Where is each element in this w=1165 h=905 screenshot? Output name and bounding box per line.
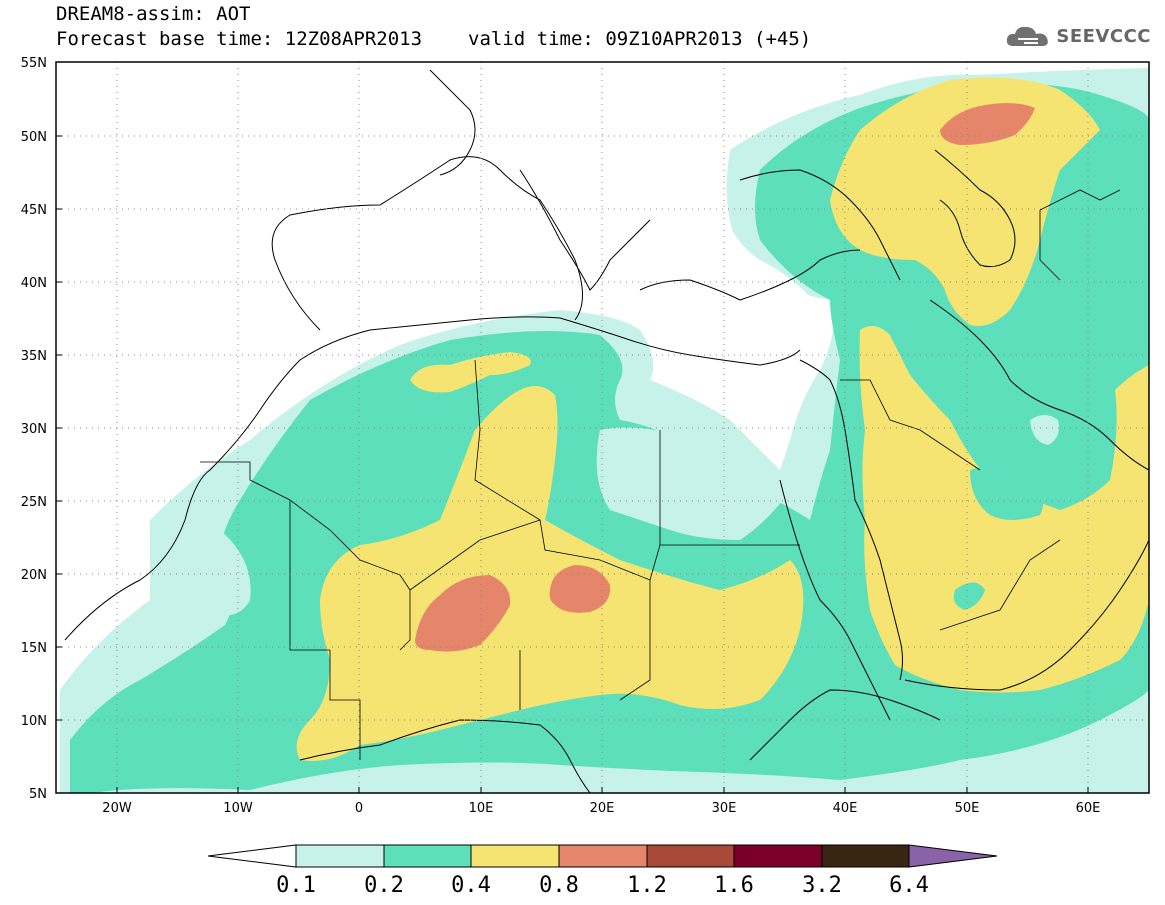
- lon-label: 50E: [955, 801, 980, 816]
- cloud-icon: [1007, 26, 1049, 46]
- borders: [200, 189, 1121, 760]
- map-title: DREAM8-assim: AOT: [56, 3, 251, 25]
- aot-level-0.8-kazakh: [940, 103, 1035, 145]
- aot-level-0.4-central-asia: [830, 77, 1100, 327]
- aot-hole-yemen: [953, 582, 985, 610]
- tick-marks: [56, 61, 1089, 794]
- lat-label: 15N: [21, 641, 47, 656]
- lon-label: 20E: [590, 801, 615, 816]
- lon-label: 40E: [833, 801, 858, 816]
- colorbar-label: 6.4: [889, 873, 929, 898]
- lat-label: 50N: [21, 130, 47, 145]
- lat-label: 10N: [21, 714, 47, 729]
- brand-logo: SEEVCCC: [1004, 23, 1151, 49]
- lat-label: 20N: [21, 568, 47, 583]
- lat-label: 55N: [21, 56, 47, 71]
- lon-label: 0: [355, 801, 363, 816]
- aot-low-egypt: [596, 427, 790, 540]
- aot-hole-qatar: [1030, 415, 1059, 445]
- lat-label: 30N: [21, 422, 47, 437]
- colorbar-lower-arrow: [207, 844, 297, 868]
- lat-label: 45N: [21, 203, 47, 218]
- lat-label: 35N: [21, 349, 47, 364]
- graticule: [56, 62, 1149, 793]
- aot-hole-persia: [910, 326, 1014, 392]
- aot-level-0.4-africa: [296, 386, 804, 761]
- base-time: Forecast base time: 12Z08APR2013: [56, 28, 423, 50]
- colorbar-label: 0.8: [539, 873, 579, 898]
- colorbar-labels: 0.1 0.2 0.4 0.8 1.2 1.6 3.2 6.4: [276, 873, 929, 898]
- colorbar-label: 1.2: [627, 873, 667, 898]
- aot-low-south: [90, 690, 1149, 793]
- lon-label: 20W: [102, 801, 132, 816]
- aot-level-0.8-chad: [549, 565, 611, 613]
- colorbar-segment: [470, 844, 560, 868]
- colorbar-segment: [646, 844, 735, 868]
- lat-label: 5N: [29, 787, 47, 802]
- colorbar-label: 0.1: [276, 873, 316, 898]
- lat-label: 40N: [21, 276, 47, 291]
- brand-name: SEEVCCC: [1056, 25, 1151, 47]
- lat-label: 25N: [21, 495, 47, 510]
- aot-low-west-sahara: [150, 526, 251, 616]
- colorbar-label: 0.4: [451, 873, 491, 898]
- time-info: Forecast base time: 12Z08APR2013 valid ti…: [56, 29, 811, 49]
- lon-label: 30E: [712, 801, 737, 816]
- aot-level-0.4-algeria: [410, 352, 531, 393]
- colorbar: [207, 844, 998, 868]
- colorbar-segment: [821, 844, 910, 868]
- colorbar-segment: [383, 844, 472, 868]
- colorbar-upper-arrow: [908, 844, 998, 868]
- valid-time: valid time: 09Z10APR2013 (+45): [468, 28, 812, 50]
- lon-label: 10E: [469, 801, 494, 816]
- aot-hole-gulf: [970, 466, 1044, 520]
- aot-level-0.8-niger: [415, 575, 511, 652]
- colorbar-label: 1.6: [714, 873, 754, 898]
- lat-labels: 5N 10N 15N 20N 25N 30N 35N 40N 45N 50N 5…: [21, 56, 47, 802]
- colorbar-label: 3.2: [802, 873, 842, 898]
- colorbar-segment: [558, 844, 648, 868]
- lon-label: 60E: [1076, 801, 1101, 816]
- colorbar-segment: [733, 844, 823, 868]
- lon-labels: 20W 10W 0 10E 20E 30E 40E 50E 60E: [102, 801, 1100, 816]
- aot-low-mediterranean: [56, 62, 820, 380]
- lon-label: 10W: [223, 801, 253, 816]
- colorbar-label: 0.2: [364, 873, 404, 898]
- colorbar-segment: [295, 844, 385, 868]
- aot-field: [56, 62, 1149, 793]
